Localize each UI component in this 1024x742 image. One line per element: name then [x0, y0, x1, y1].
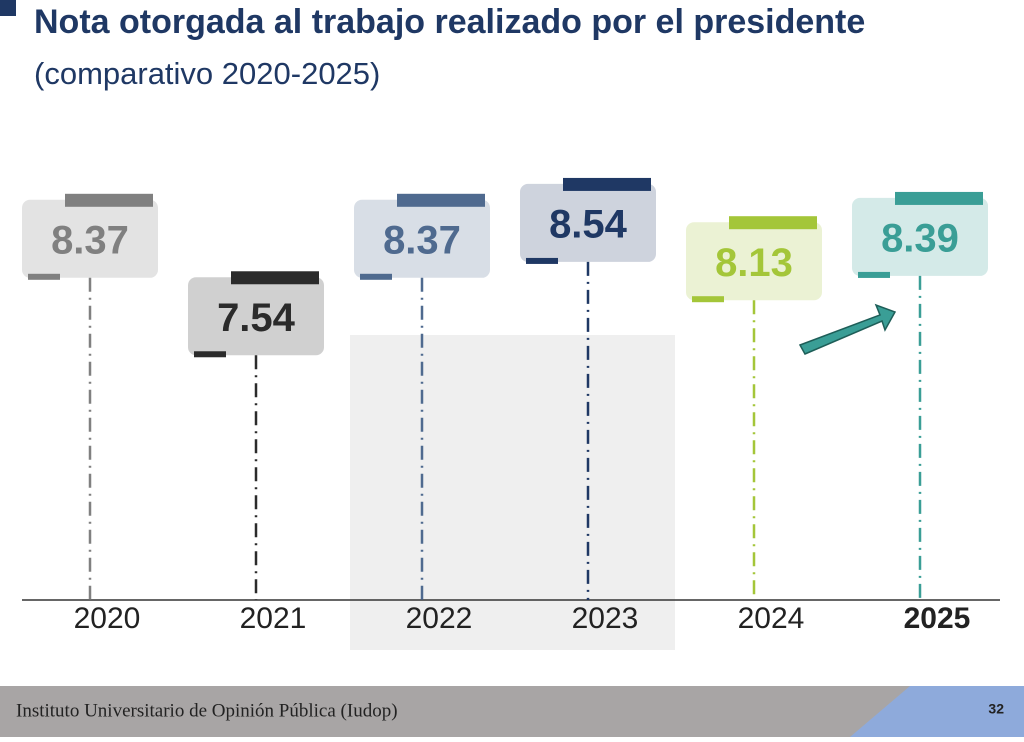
x-tick-label: 2021 [240, 602, 307, 635]
box-foot [526, 257, 558, 264]
x-tick-label: 2023 [572, 602, 639, 635]
chart-subtitle: (comparativo 2020-2025) [34, 56, 380, 91]
x-tick-label: 2024 [738, 602, 805, 635]
box-tab [397, 193, 485, 207]
footer-band [0, 686, 1024, 737]
x-tick-label: 2022 [406, 602, 473, 635]
chart-title: Nota otorgada al trabajo realizado por e… [34, 3, 865, 41]
value-label: 8.54 [549, 202, 628, 246]
x-tick-label: 2020 [74, 602, 141, 635]
box-foot [360, 273, 392, 280]
value-label: 8.13 [715, 241, 793, 285]
box-foot [858, 271, 890, 278]
value-box [852, 197, 988, 276]
value-box [520, 183, 656, 262]
x-tick-label: 2025 [904, 602, 971, 635]
corner-mark [0, 0, 16, 16]
box-tab [231, 271, 319, 285]
box-foot [28, 273, 60, 280]
trend-arrow [798, 303, 897, 355]
box-foot [194, 351, 226, 358]
page-number: 32 [988, 701, 1004, 717]
value-box [188, 277, 324, 356]
box-tab [65, 193, 153, 207]
footer-accent [850, 686, 1024, 737]
value-label: 7.54 [217, 296, 296, 340]
value-label: 8.37 [383, 218, 461, 262]
value-box [686, 222, 822, 301]
value-label: 8.39 [881, 216, 959, 260]
box-tab [895, 191, 983, 205]
value-box [354, 199, 490, 278]
watermark [350, 335, 675, 650]
footer-text: Instituto Universitario de Opinión Públi… [16, 700, 398, 721]
box-tab [563, 177, 651, 191]
value-label: 8.37 [51, 218, 129, 262]
value-box [22, 199, 158, 278]
box-tab [729, 216, 817, 230]
box-foot [692, 296, 724, 303]
